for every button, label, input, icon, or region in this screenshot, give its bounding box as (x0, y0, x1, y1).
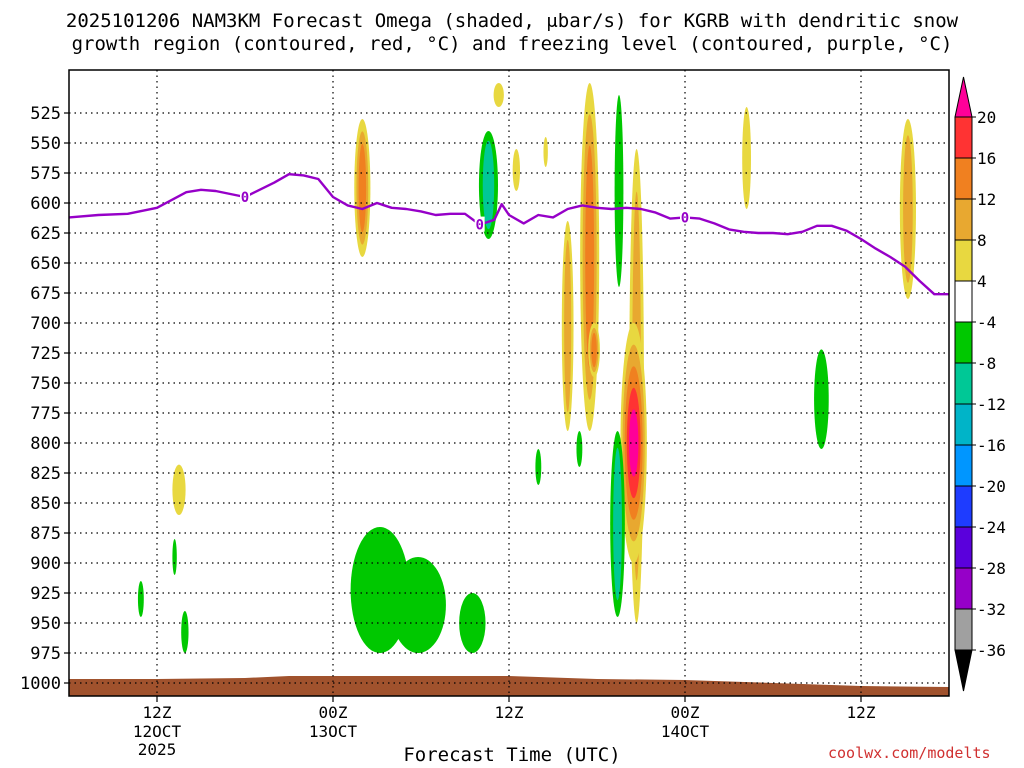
x-tick-date: 14OCT (661, 722, 710, 741)
x-axis-label: Forecast Time (UTC) (403, 744, 621, 766)
y-tick-label: 850 (30, 494, 61, 514)
colorbar-segment (954, 321, 973, 364)
freezing-level-line: 0 0 0 (69, 172, 949, 296)
omega-feature (628, 409, 639, 477)
omega-feature (614, 95, 624, 287)
colorbar-segment (954, 526, 973, 569)
y-tick-label: 1000 (20, 674, 61, 694)
y-tick-label: 650 (30, 254, 61, 274)
colorbar: 20 16 12 8 4 -4 -8 -12 -16 -20 -24 -28 -32 -36 (954, 76, 1006, 692)
colorbar-label: 16 (977, 149, 996, 168)
colorbar-label: -4 (977, 313, 996, 332)
omega-feature (358, 143, 367, 233)
colorbar-segment (954, 567, 973, 610)
y-tick-label: 725 (30, 344, 61, 364)
omega-feature (172, 464, 186, 515)
y-tick-label: 875 (30, 524, 61, 544)
y-tick-label: 825 (30, 464, 61, 484)
omega-feature (613, 447, 622, 601)
omega-feature (543, 137, 548, 167)
omega-feature (576, 431, 583, 467)
colorbar-label: -24 (977, 518, 1006, 537)
x-tick-label: 12Z (847, 703, 876, 722)
omega-feature (493, 83, 504, 107)
x-tick-label: 12Z (143, 703, 172, 722)
y-tick-label: 575 (30, 164, 61, 184)
y-tick-label: 800 (30, 434, 61, 454)
chart-title-line-2: growth region (contoured, red, °C) and f… (71, 33, 953, 55)
x-tick-label: 12Z (495, 703, 524, 722)
freezing-level-label: 0 (475, 218, 483, 234)
colorbar-label: -12 (977, 395, 1006, 414)
colorbar-min-arrow (954, 649, 973, 692)
y-tick-label: 750 (30, 374, 61, 394)
y-tick-label: 925 (30, 584, 61, 604)
x-tick-year: 2025 (138, 740, 177, 759)
contour-label-bg (680, 209, 690, 225)
grid-lines (69, 70, 949, 696)
y-tick-label: 950 (30, 614, 61, 634)
colorbar-label: -36 (977, 641, 1006, 660)
y-tick-label: 550 (30, 134, 61, 154)
colorbar-segment (954, 403, 973, 446)
colorbar-segment (954, 280, 973, 323)
y-tick-label: 525 (30, 104, 61, 124)
y-tick-label: 675 (30, 284, 61, 304)
contour-label-bg (240, 189, 250, 204)
omega-feature (564, 239, 572, 413)
omega-feature (181, 611, 189, 653)
colorbar-label: -28 (977, 559, 1006, 578)
colorbar-label: 20 (977, 108, 996, 127)
source-credit[interactable]: coolwx.com/modelts (828, 744, 991, 762)
colorbar-segment (954, 362, 973, 405)
contour-label-bg (474, 216, 485, 232)
colorbar-segment (954, 485, 973, 528)
omega-feature (172, 539, 177, 575)
omega-feature (482, 140, 495, 230)
omega-feature (903, 135, 913, 283)
colorbar-label: 4 (977, 272, 987, 291)
y-tick-label: 625 (30, 224, 61, 244)
omega-feature (512, 149, 520, 191)
colorbar-label: 12 (977, 190, 996, 209)
colorbar-segment (954, 444, 973, 487)
omega-feature (814, 349, 829, 450)
colorbar-segment (954, 608, 973, 651)
freezing-level-label: 0 (241, 190, 249, 206)
x-tick-label: 00Z (671, 703, 700, 722)
y-tick-label: 975 (30, 644, 61, 664)
y-axis: 525 550 575 600 625 650 675 700 725 750 775 800 825 8… (20, 104, 69, 694)
y-tick-label: 775 (30, 404, 61, 424)
colorbar-label: 8 (977, 231, 987, 250)
chart-title-line-1: 2025101206 NAM3KM Forecast Omega (shaded… (65, 10, 959, 32)
omega-feature (390, 557, 446, 653)
omega-feature (137, 581, 144, 617)
colorbar-label: -20 (977, 477, 1006, 496)
colorbar-segment (954, 239, 973, 282)
y-tick-label: 600 (30, 194, 61, 214)
omega-feature (535, 449, 542, 485)
colorbar-segment (954, 116, 973, 159)
omega-feature (585, 145, 595, 369)
y-tick-label: 900 (30, 554, 61, 574)
omega-feature (591, 332, 597, 368)
colorbar-label: -16 (977, 436, 1006, 455)
omega-feature (459, 593, 486, 653)
omega-feature (742, 107, 751, 209)
x-tick-date: 12OCT (133, 722, 182, 741)
freezing-level-label: 0 (681, 210, 689, 226)
colorbar-label: -32 (977, 600, 1006, 619)
colorbar-segment (954, 198, 973, 241)
y-tick-label: 700 (30, 314, 61, 334)
freezing-level-contour (69, 172, 949, 296)
colorbar-label: -8 (977, 354, 996, 373)
x-tick-label: 00Z (319, 703, 348, 722)
colorbar-segment (954, 157, 973, 200)
x-tick-date: 13OCT (309, 722, 358, 741)
colorbar-max-arrow (954, 76, 973, 118)
omega-shading (137, 83, 917, 653)
